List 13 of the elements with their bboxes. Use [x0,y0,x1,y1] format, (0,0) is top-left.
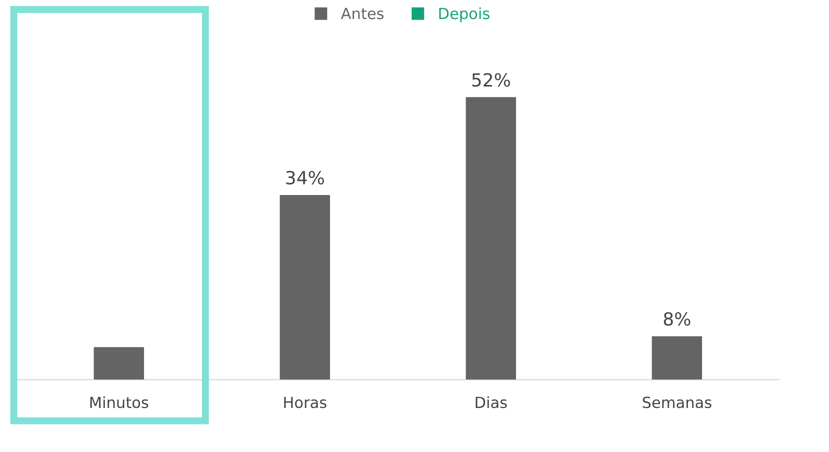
legend-label: Antes [340,8,384,20]
bar [280,194,330,380]
bar [652,336,702,380]
data-label: 52% [472,73,510,87]
bar [466,97,516,380]
x-tick-label: Dias [476,396,507,408]
data-label: 8% [664,312,690,326]
legend-label: Depois [439,7,490,22]
x-tick-label: Horas [284,396,326,408]
x-tick-label: Minutos [90,396,148,408]
bar [94,347,144,380]
x-tick-label: Semanas [642,396,712,408]
data-label: 34% [286,170,324,185]
